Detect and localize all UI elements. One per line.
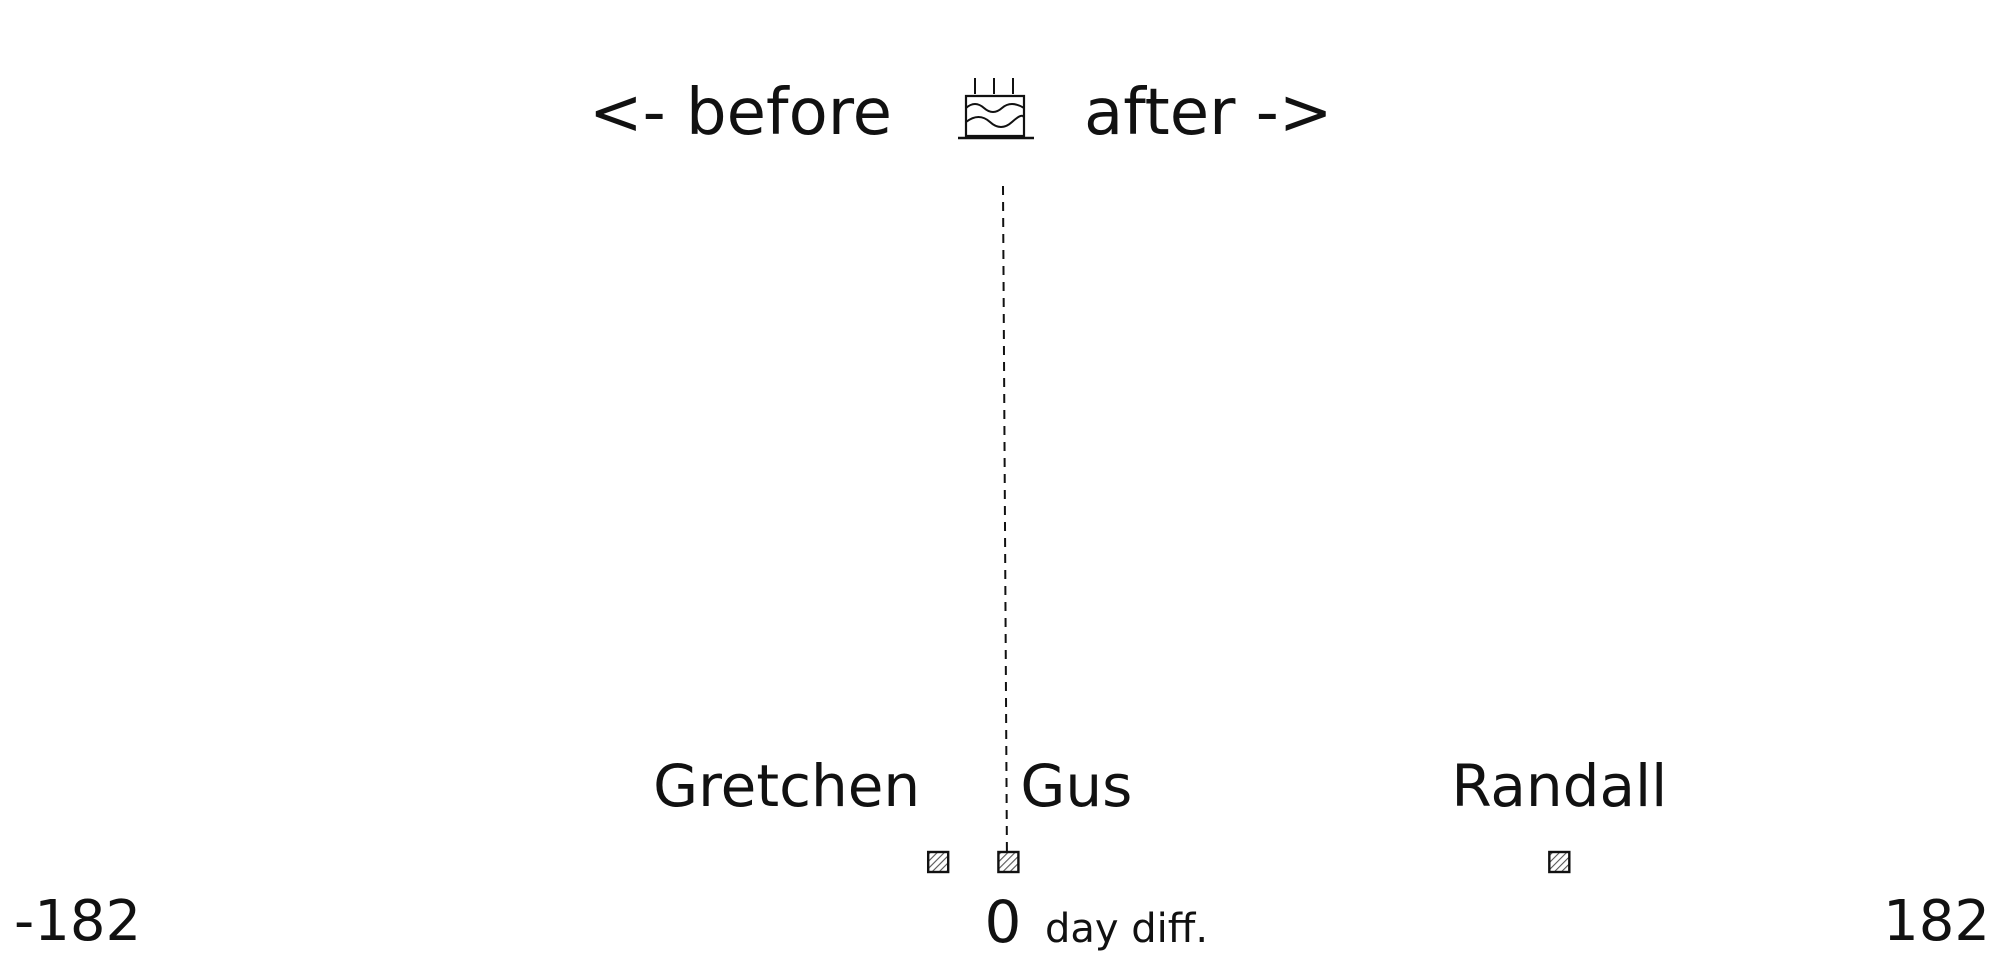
x-axis-max-label: 182 [1883,889,1990,954]
x-axis-min-label: -182 [14,889,141,954]
x-axis-zero-label: 0 [985,888,1022,956]
point-marker-randall [1548,850,1571,874]
title-after-label: after -> [1084,76,1332,150]
data-points: Gretchen Gus Randall [653,752,1667,874]
title-before-label: <- before [589,76,892,150]
point-label-gretchen: Gretchen [653,752,920,820]
point-label-gus: Gus [1020,752,1132,820]
x-axis-unit-label: day diff. [1045,906,1208,952]
birthday-reference-line [1002,185,1008,867]
birthday-cake-icon [958,78,1034,140]
point-marker-gus [997,850,1020,874]
point-label-randall: Randall [1451,752,1667,820]
point-marker-gretchen [926,850,950,874]
